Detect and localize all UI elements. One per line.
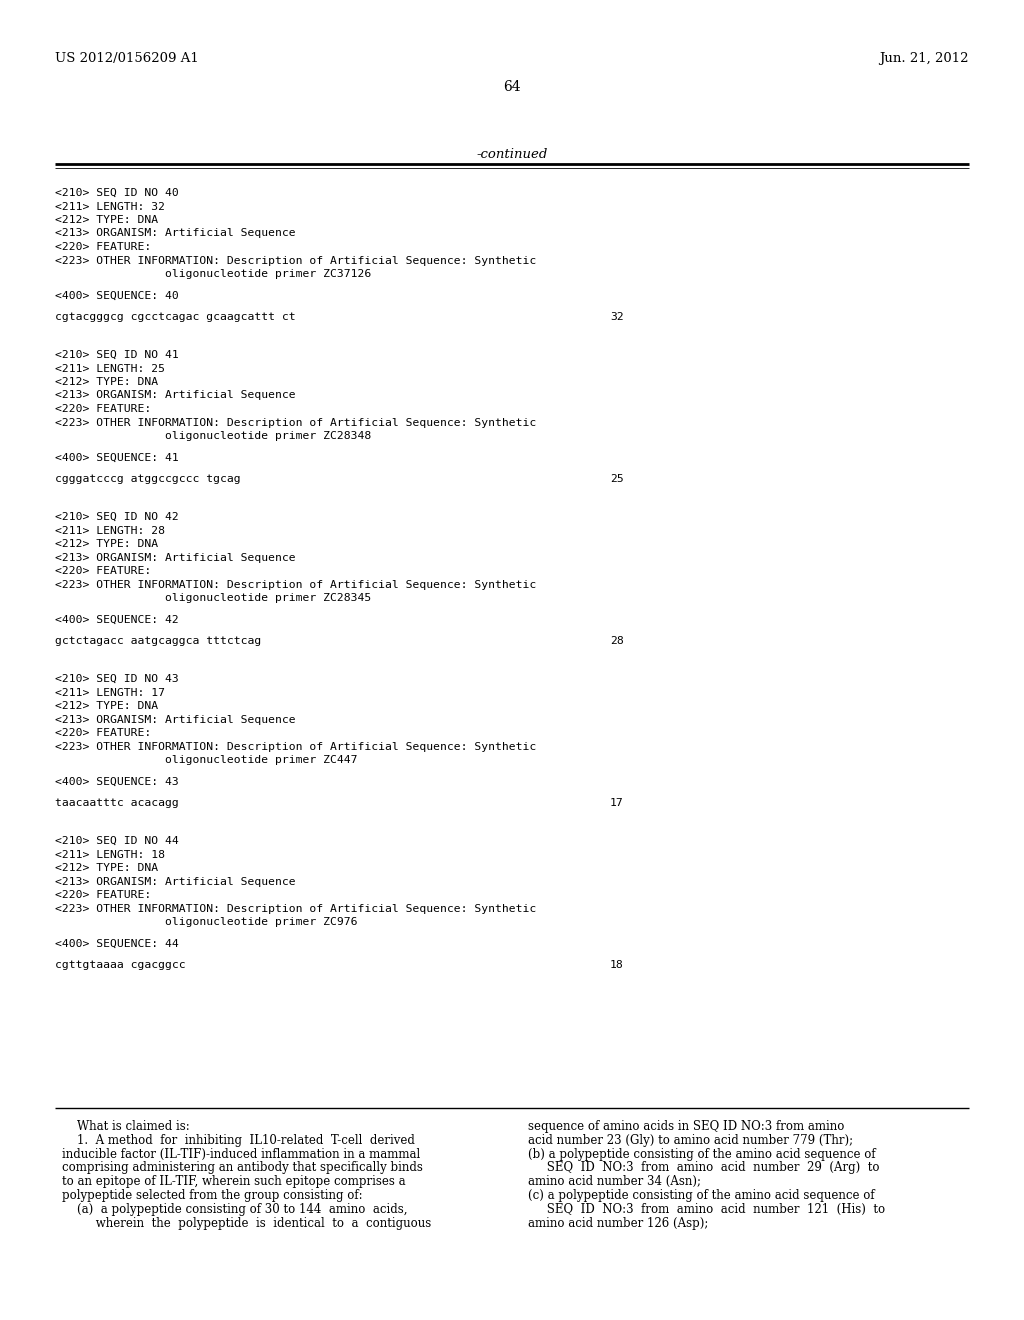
Text: <212> TYPE: DNA: <212> TYPE: DNA: [55, 701, 158, 711]
Text: <212> TYPE: DNA: <212> TYPE: DNA: [55, 215, 158, 224]
Text: <211> LENGTH: 18: <211> LENGTH: 18: [55, 850, 165, 859]
Text: gctctagacc aatgcaggca tttctcag: gctctagacc aatgcaggca tttctcag: [55, 636, 261, 647]
Text: taacaatttc acacagg: taacaatttc acacagg: [55, 799, 179, 808]
Text: <213> ORGANISM: Artificial Sequence: <213> ORGANISM: Artificial Sequence: [55, 876, 296, 887]
Text: 64: 64: [503, 81, 521, 94]
Text: <220> FEATURE:: <220> FEATURE:: [55, 566, 152, 576]
Text: polypeptide selected from the group consisting of:: polypeptide selected from the group cons…: [62, 1189, 362, 1203]
Text: <400> SEQUENCE: 43: <400> SEQUENCE: 43: [55, 776, 179, 787]
Text: oligonucleotide primer ZC37126: oligonucleotide primer ZC37126: [165, 269, 372, 279]
Text: amino acid number 126 (Asp);: amino acid number 126 (Asp);: [528, 1217, 709, 1230]
Text: <210> SEQ ID NO 40: <210> SEQ ID NO 40: [55, 187, 179, 198]
Text: <212> TYPE: DNA: <212> TYPE: DNA: [55, 378, 158, 387]
Text: <211> LENGTH: 17: <211> LENGTH: 17: [55, 688, 165, 697]
Text: <223> OTHER INFORMATION: Description of Artificial Sequence: Synthetic: <223> OTHER INFORMATION: Description of …: [55, 903, 537, 913]
Text: <400> SEQUENCE: 42: <400> SEQUENCE: 42: [55, 615, 179, 624]
Text: cgtacgggcg cgcctcagac gcaagcattt ct: cgtacgggcg cgcctcagac gcaagcattt ct: [55, 313, 296, 322]
Text: amino acid number 34 (Asn);: amino acid number 34 (Asn);: [528, 1175, 701, 1188]
Text: SEQ  ID  NO:3  from  amino  acid  number  29  (Arg)  to: SEQ ID NO:3 from amino acid number 29 (A…: [528, 1162, 880, 1175]
Text: <211> LENGTH: 25: <211> LENGTH: 25: [55, 363, 165, 374]
Text: <213> ORGANISM: Artificial Sequence: <213> ORGANISM: Artificial Sequence: [55, 391, 296, 400]
Text: 17: 17: [610, 799, 624, 808]
Text: comprising administering an antibody that specifically binds: comprising administering an antibody tha…: [62, 1162, 423, 1175]
Text: <400> SEQUENCE: 41: <400> SEQUENCE: 41: [55, 453, 179, 462]
Text: <223> OTHER INFORMATION: Description of Artificial Sequence: Synthetic: <223> OTHER INFORMATION: Description of …: [55, 417, 537, 428]
Text: What is claimed is:: What is claimed is:: [62, 1119, 189, 1133]
Text: inducible factor (IL-TIF)-induced inflammation in a mammal: inducible factor (IL-TIF)-induced inflam…: [62, 1147, 420, 1160]
Text: <400> SEQUENCE: 40: <400> SEQUENCE: 40: [55, 290, 179, 301]
Text: oligonucleotide primer ZC28345: oligonucleotide primer ZC28345: [165, 593, 372, 603]
Text: <220> FEATURE:: <220> FEATURE:: [55, 242, 152, 252]
Text: US 2012/0156209 A1: US 2012/0156209 A1: [55, 51, 199, 65]
Text: oligonucleotide primer ZC447: oligonucleotide primer ZC447: [165, 755, 357, 766]
Text: <223> OTHER INFORMATION: Description of Artificial Sequence: Synthetic: <223> OTHER INFORMATION: Description of …: [55, 742, 537, 751]
Text: <220> FEATURE:: <220> FEATURE:: [55, 404, 152, 414]
Text: <223> OTHER INFORMATION: Description of Artificial Sequence: Synthetic: <223> OTHER INFORMATION: Description of …: [55, 579, 537, 590]
Text: (c) a polypeptide consisting of the amino acid sequence of: (c) a polypeptide consisting of the amin…: [528, 1189, 874, 1203]
Text: <211> LENGTH: 32: <211> LENGTH: 32: [55, 202, 165, 211]
Text: <213> ORGANISM: Artificial Sequence: <213> ORGANISM: Artificial Sequence: [55, 714, 296, 725]
Text: cgggatcccg atggccgccc tgcag: cgggatcccg atggccgccc tgcag: [55, 474, 241, 484]
Text: to an epitope of IL-TIF, wherein such epitope comprises a: to an epitope of IL-TIF, wherein such ep…: [62, 1175, 406, 1188]
Text: <210> SEQ ID NO 42: <210> SEQ ID NO 42: [55, 512, 179, 521]
Text: <220> FEATURE:: <220> FEATURE:: [55, 890, 152, 900]
Text: <212> TYPE: DNA: <212> TYPE: DNA: [55, 539, 158, 549]
Text: <210> SEQ ID NO 44: <210> SEQ ID NO 44: [55, 836, 179, 846]
Text: (b) a polypeptide consisting of the amino acid sequence of: (b) a polypeptide consisting of the amin…: [528, 1147, 876, 1160]
Text: 1.  A method  for  inhibiting  IL10-related  T-cell  derived: 1. A method for inhibiting IL10-related …: [62, 1134, 415, 1147]
Text: 32: 32: [610, 313, 624, 322]
Text: wherein  the  polypeptide  is  identical  to  a  contiguous: wherein the polypeptide is identical to …: [62, 1217, 431, 1230]
Text: -continued: -continued: [476, 148, 548, 161]
Text: oligonucleotide primer ZC976: oligonucleotide primer ZC976: [165, 917, 357, 927]
Text: acid number 23 (Gly) to amino acid number 779 (Thr);: acid number 23 (Gly) to amino acid numbe…: [528, 1134, 853, 1147]
Text: sequence of amino acids in SEQ ID NO:3 from amino: sequence of amino acids in SEQ ID NO:3 f…: [528, 1119, 845, 1133]
Text: <210> SEQ ID NO 41: <210> SEQ ID NO 41: [55, 350, 179, 360]
Text: 18: 18: [610, 960, 624, 970]
Text: <212> TYPE: DNA: <212> TYPE: DNA: [55, 863, 158, 873]
Text: 28: 28: [610, 636, 624, 647]
Text: <210> SEQ ID NO 43: <210> SEQ ID NO 43: [55, 675, 179, 684]
Text: Jun. 21, 2012: Jun. 21, 2012: [880, 51, 969, 65]
Text: <223> OTHER INFORMATION: Description of Artificial Sequence: Synthetic: <223> OTHER INFORMATION: Description of …: [55, 256, 537, 265]
Text: oligonucleotide primer ZC28348: oligonucleotide primer ZC28348: [165, 432, 372, 441]
Text: <400> SEQUENCE: 44: <400> SEQUENCE: 44: [55, 939, 179, 949]
Text: <220> FEATURE:: <220> FEATURE:: [55, 729, 152, 738]
Text: <211> LENGTH: 28: <211> LENGTH: 28: [55, 525, 165, 536]
Text: cgttgtaaaa cgacggcc: cgttgtaaaa cgacggcc: [55, 960, 185, 970]
Text: SEQ  ID  NO:3  from  amino  acid  number  121  (His)  to: SEQ ID NO:3 from amino acid number 121 (…: [528, 1203, 885, 1216]
Text: <213> ORGANISM: Artificial Sequence: <213> ORGANISM: Artificial Sequence: [55, 228, 296, 239]
Text: <213> ORGANISM: Artificial Sequence: <213> ORGANISM: Artificial Sequence: [55, 553, 296, 562]
Text: 25: 25: [610, 474, 624, 484]
Text: (a)  a polypeptide consisting of 30 to 144  amino  acids,: (a) a polypeptide consisting of 30 to 14…: [62, 1203, 408, 1216]
